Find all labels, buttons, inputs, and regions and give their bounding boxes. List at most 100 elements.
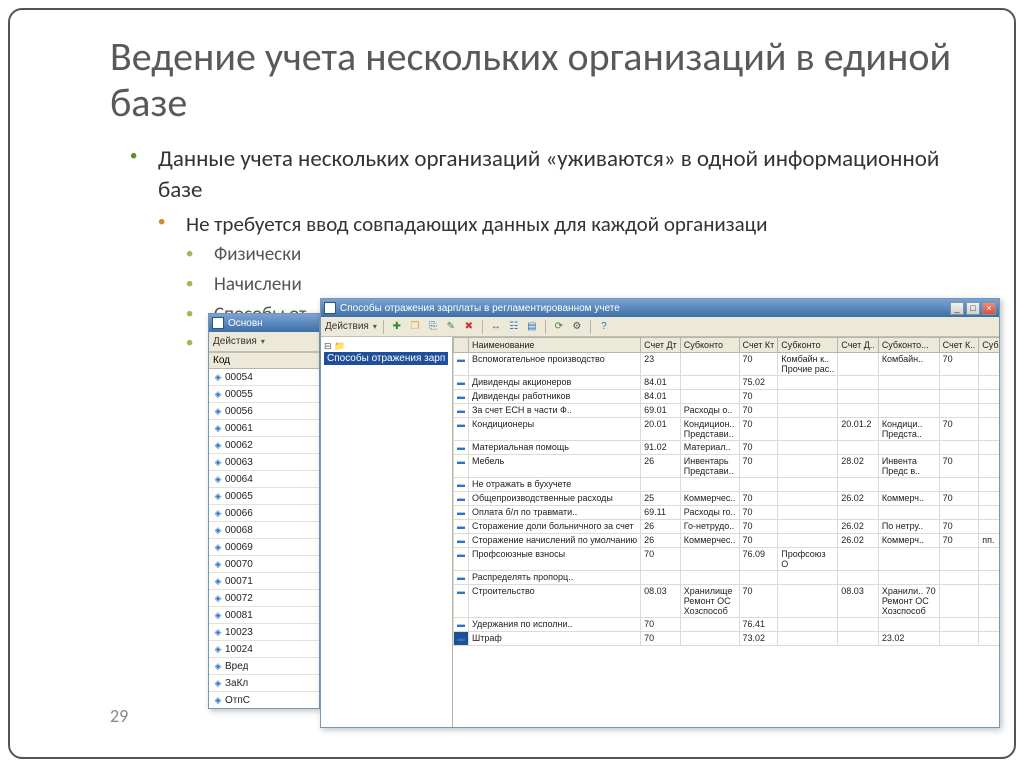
cell[interactable] — [939, 632, 979, 646]
list-item[interactable]: ◈Вред — [209, 658, 319, 675]
column-header[interactable]: Счет К.. — [939, 338, 979, 353]
cell[interactable]: Хранили.. 70Ремонт ОСХозспособ — [878, 585, 939, 618]
list-item[interactable]: ◈00056 — [209, 403, 319, 420]
table-row[interactable]: ▬Распределять пропорц.. — [454, 571, 1000, 585]
cell[interactable]: Вспомогательное производство — [469, 353, 641, 376]
cell[interactable]: 70 — [739, 404, 778, 418]
table-row[interactable]: ▬Удержания по исполни..7076.41 — [454, 618, 1000, 632]
cell[interactable]: 73.02 — [739, 632, 778, 646]
table-row[interactable]: ▬Сторажение доли больничного за счет26Го… — [454, 520, 1000, 534]
cell[interactable]: 70 — [739, 418, 778, 441]
cell[interactable]: Коммерч.. — [878, 492, 939, 506]
cell[interactable] — [838, 353, 879, 376]
refresh-icon[interactable]: ⟳ — [552, 320, 566, 334]
cell[interactable]: 08.03 — [838, 585, 879, 618]
cell[interactable]: Общепроизводственные расходы — [469, 492, 641, 506]
cell[interactable]: Го-нетрудо.. — [680, 520, 739, 534]
window-list[interactable]: Основн Действия▾ Код ◈00054◈00055◈00056◈… — [208, 313, 320, 709]
cell[interactable] — [838, 390, 879, 404]
column-header[interactable]: Счет Кт — [739, 338, 778, 353]
cell[interactable] — [778, 478, 838, 492]
table-row[interactable]: ▬Сторажение начислений по умолчанию26Ком… — [454, 534, 1000, 548]
cell[interactable]: 20.01.2 — [838, 418, 879, 441]
cell[interactable] — [778, 585, 838, 618]
cell[interactable] — [680, 548, 739, 571]
settings-icon[interactable]: ⚙ — [570, 320, 584, 334]
cell[interactable]: 70 — [739, 492, 778, 506]
cell[interactable] — [680, 353, 739, 376]
column-header-code[interactable]: Код — [209, 353, 319, 369]
data-grid[interactable]: НаименованиеСчет ДтСубконтоСчет КтСубкон… — [453, 337, 999, 727]
cell[interactable] — [939, 376, 979, 390]
cell[interactable]: 70 — [939, 455, 979, 478]
cell[interactable] — [939, 585, 979, 618]
cell[interactable]: Оплата б/л по травмати.. — [469, 506, 641, 520]
cell[interactable]: 70 — [739, 585, 778, 618]
table-row[interactable]: ▬Материальная помощь91.02Материал..70 — [454, 441, 1000, 455]
cell[interactable]: 70 — [739, 506, 778, 520]
cell[interactable]: Материал.. — [680, 441, 739, 455]
list-item[interactable]: ◈00064 — [209, 471, 319, 488]
list-item[interactable]: ◈00061 — [209, 420, 319, 437]
cell[interactable] — [979, 492, 999, 506]
column-header[interactable] — [454, 338, 469, 353]
cell[interactable]: Кондицион..Представи.. — [680, 418, 739, 441]
cell[interactable]: 70 — [739, 441, 778, 455]
cell[interactable] — [680, 376, 739, 390]
cell[interactable] — [878, 618, 939, 632]
window-grid[interactable]: Способы отражения зарплаты в регламентир… — [320, 298, 1000, 728]
cell[interactable]: Коммерч.. — [878, 534, 939, 548]
copy-icon[interactable]: ⎘ — [426, 320, 440, 334]
column-header[interactable]: Счет Д.. — [838, 338, 879, 353]
cell[interactable]: Профсоюзные взносы — [469, 548, 641, 571]
list-item[interactable]: ◈00054 — [209, 369, 319, 386]
cell[interactable] — [778, 404, 838, 418]
cell[interactable] — [838, 618, 879, 632]
cell[interactable] — [979, 441, 999, 455]
column-header[interactable]: Субконто — [778, 338, 838, 353]
cell[interactable]: Комбайн к..Прочие рас.. — [778, 353, 838, 376]
table-row[interactable]: ▬Мебель26ИнвентарьПредстави..7028.02Инве… — [454, 455, 1000, 478]
cell[interactable]: 70 — [739, 353, 778, 376]
cell[interactable] — [878, 571, 939, 585]
cell[interactable] — [878, 441, 939, 455]
cell[interactable]: Комбайн.. — [878, 353, 939, 376]
cell[interactable] — [979, 390, 999, 404]
cell[interactable] — [778, 571, 838, 585]
cell[interactable]: 70 — [739, 534, 778, 548]
cell[interactable] — [778, 520, 838, 534]
cell[interactable]: Удержания по исполни.. — [469, 618, 641, 632]
cell[interactable]: 70 — [939, 520, 979, 534]
cell[interactable]: 70 — [939, 353, 979, 376]
cell[interactable]: Мебель — [469, 455, 641, 478]
titlebar-grid[interactable]: Способы отражения зарплаты в регламентир… — [321, 299, 999, 317]
cell[interactable] — [778, 506, 838, 520]
list-item[interactable]: ◈00081 — [209, 607, 319, 624]
list-item[interactable]: ◈00065 — [209, 488, 319, 505]
table-row[interactable]: ▬Дивиденды акционеров84.0175.02 — [454, 376, 1000, 390]
toolbar-grid[interactable]: Действия▾ ✚ ❐ ⎘ ✎ ✖ ↔ ☷ ▤ ⟳ ⚙ ? — [321, 317, 999, 337]
table-row[interactable]: ▬Оплата б/л по травмати..69.11Расходы го… — [454, 506, 1000, 520]
cell[interactable]: Сторажение доли больничного за счет — [469, 520, 641, 534]
cell[interactable]: Штраф — [469, 632, 641, 646]
cell[interactable]: 76.41 — [739, 618, 778, 632]
list-item[interactable]: ◈00071 — [209, 573, 319, 590]
table-row[interactable]: ▬Дивиденды работников84.0170 — [454, 390, 1000, 404]
list-item[interactable]: ◈00066 — [209, 505, 319, 522]
cell[interactable]: 26 — [641, 520, 681, 534]
cell[interactable] — [838, 506, 879, 520]
list-item[interactable]: ◈10023 — [209, 624, 319, 641]
cell[interactable]: По нетру.. — [878, 520, 939, 534]
cell[interactable]: Дивиденды работников — [469, 390, 641, 404]
cell[interactable]: Коммерчес.. — [680, 492, 739, 506]
cell[interactable] — [939, 506, 979, 520]
delete-icon[interactable]: ✖ — [462, 320, 476, 334]
cell[interactable]: 26.02 — [838, 534, 879, 548]
cell[interactable]: 26.02 — [838, 492, 879, 506]
cell[interactable]: Не отражать в бухучете — [469, 478, 641, 492]
column-header[interactable]: Субконто... — [878, 338, 939, 353]
cell[interactable]: ХранилищеРемонт ОСХозспособ — [680, 585, 739, 618]
cell[interactable] — [778, 418, 838, 441]
cell[interactable] — [778, 441, 838, 455]
cell[interactable]: 84.01 — [641, 390, 681, 404]
